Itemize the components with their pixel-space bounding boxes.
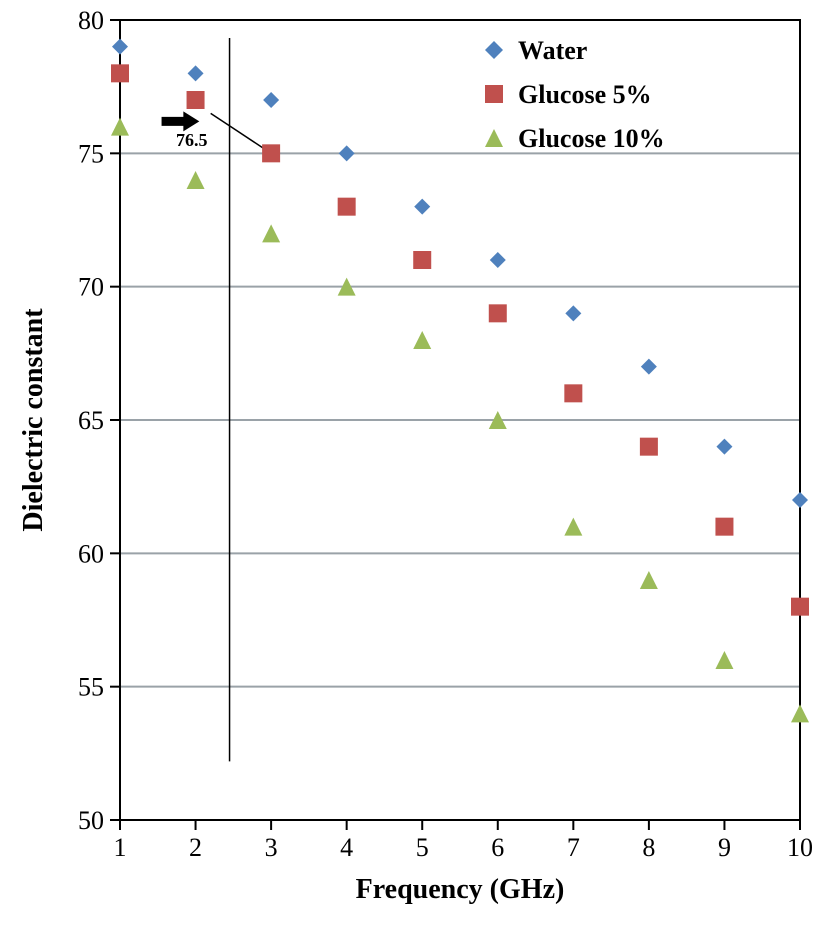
- x-tick-label: 7: [567, 833, 580, 862]
- y-tick-label: 65: [78, 406, 104, 435]
- series-glucose-5-point: [338, 198, 356, 216]
- y-tick-label: 75: [78, 139, 104, 168]
- series-glucose-5-point: [413, 251, 431, 269]
- y-tick-label: 80: [78, 6, 104, 35]
- series-glucose-5-point: [564, 384, 582, 402]
- y-tick-label: 60: [78, 539, 104, 568]
- legend-marker-g5: [485, 85, 503, 103]
- series-glucose-5-point: [262, 144, 280, 162]
- series-glucose-5-point: [111, 64, 129, 82]
- legend-label-g10: Glucose 10%: [518, 124, 665, 153]
- annotation-label: 76.5: [176, 130, 208, 150]
- x-tick-label: 2: [189, 833, 202, 862]
- chart-container: 1 2 3 4 5 6 7 8 9 10 50 55 60 65 70 75 80 Frequency (GHz)…: [0, 0, 827, 931]
- x-tick-label: 4: [340, 833, 353, 862]
- x-tick-label: 1: [114, 833, 127, 862]
- y-tick-label: 50: [78, 806, 104, 835]
- x-tick-label: 5: [416, 833, 429, 862]
- series-glucose-5-point: [715, 518, 733, 536]
- y-tick-label: 55: [78, 673, 104, 702]
- x-tick-label: 8: [642, 833, 655, 862]
- x-tick-label: 6: [491, 833, 504, 862]
- series-glucose-5-point: [791, 598, 809, 616]
- series-glucose-5-point: [187, 91, 205, 109]
- series-glucose-5-point: [489, 304, 507, 322]
- y-tick-label: 70: [78, 273, 104, 302]
- x-tick-label: 3: [265, 833, 278, 862]
- x-tick-label: 10: [787, 833, 813, 862]
- x-axis-label: Frequency (GHz): [356, 874, 565, 905]
- legend-label-water: Water: [518, 36, 587, 65]
- y-axis-label: Dielectric constant: [18, 308, 49, 532]
- chart-svg: 1 2 3 4 5 6 7 8 9 10 50 55 60 65 70 75 80 Frequency (GHz)…: [0, 0, 827, 931]
- legend-label-g5: Glucose 5%: [518, 80, 652, 109]
- series-glucose-5-point: [640, 438, 658, 456]
- x-tick-label: 9: [718, 833, 731, 862]
